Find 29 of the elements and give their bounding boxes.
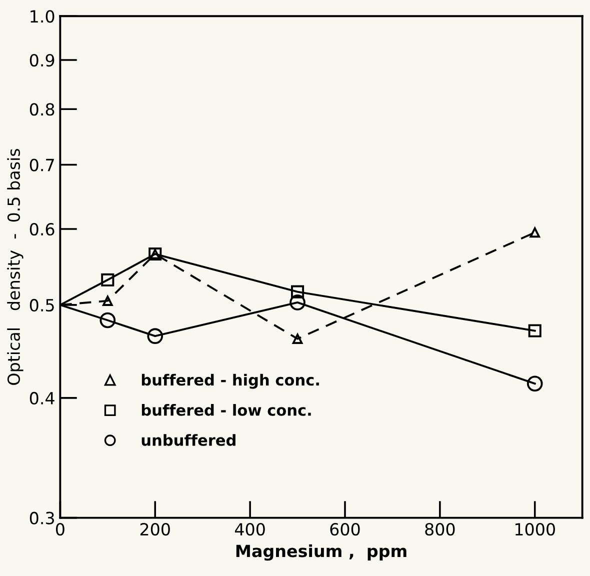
x-tick-label: 800 <box>425 522 455 536</box>
y-tick-label: 0.6 <box>30 222 54 236</box>
y-tick-label: 0.8 <box>30 103 54 116</box>
y-tick-label: 0.4 <box>30 392 54 405</box>
point <box>290 285 304 298</box>
y-tick-label: 0.7 <box>30 158 54 172</box>
point <box>147 328 164 344</box>
y-tick-label: 0.3 <box>30 512 54 524</box>
x-tick-label: 200 <box>140 522 170 536</box>
point <box>530 227 540 238</box>
y-tick-label: 0.9 <box>30 54 54 67</box>
x-tick-label: 400 <box>234 522 265 536</box>
point <box>100 312 116 328</box>
point <box>102 296 113 306</box>
x-tick-label: 0 <box>56 522 64 536</box>
y-tick-label: 0.5 <box>30 298 54 312</box>
point <box>528 324 542 338</box>
y-axis-title: Optical density - 0.5 basis <box>7 148 24 385</box>
legend-label: buffered - low conc. <box>142 404 311 416</box>
legend-label: unbuffered <box>142 434 236 446</box>
x-tick-label: 600 <box>330 522 360 536</box>
x-tick-label: 1000 <box>515 522 555 536</box>
x-axis-title: Magnesium , ppm <box>236 544 406 561</box>
legend-label: buffered - high conc. <box>142 374 319 389</box>
point <box>292 334 303 344</box>
point <box>526 376 543 392</box>
point <box>290 294 306 310</box>
y-tick-label: 1.0 <box>30 10 54 23</box>
point <box>101 273 114 286</box>
